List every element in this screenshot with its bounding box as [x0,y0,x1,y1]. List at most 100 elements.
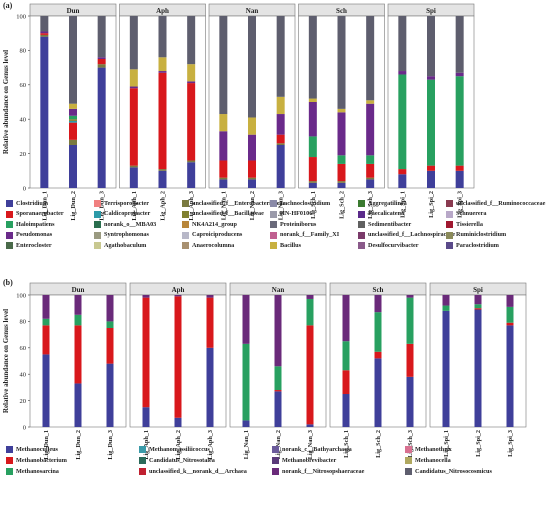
legend-swatch [358,242,365,249]
y-tick-label: 60 [20,345,27,352]
bar-segment [69,139,77,145]
y-tick-label: 20 [20,398,27,405]
legend-label: norank_c__Bathyarchaeia [282,445,352,453]
bar-segment [308,16,317,99]
bar-segment [106,363,114,427]
bar-segment [106,321,114,328]
bar-segment [106,328,114,364]
bar-segment [342,295,350,342]
x-tick-label: Lig_Spi_2 [428,191,435,218]
bar-segment [219,177,228,180]
x-tick-label: Lig_Aph_3 [207,430,214,460]
legend-swatch [270,200,277,207]
legend-swatch [6,210,13,218]
bar-segment [276,96,285,115]
legend-swatch [94,200,101,207]
legend-label: HN-HF0106 [280,210,313,217]
bar-segment [474,308,482,310]
bar-segment [219,160,228,178]
legend-label: Caldicoprobacter [104,210,151,217]
legend-label: Syntrophomonas [104,231,149,238]
legend-swatch [270,242,277,249]
bar-segment [506,325,514,427]
bar-segment [276,134,285,144]
bar-segment [158,72,167,170]
legend-swatch [270,210,277,218]
legend-swatch [446,200,453,207]
bar-segment [248,134,256,161]
legend-label: Sedimentibacter [368,220,412,228]
x-tick-label: Lig_Aph_1 [131,191,138,221]
bar-segment [69,120,77,123]
bar-segment [158,71,167,73]
legend-swatch [182,231,189,239]
bar-segment [276,145,285,188]
legend-label: unclassified_f__Bacillaceae [192,210,264,217]
bar-segment [398,174,407,188]
x-tick-label: Lig_Nan_3 [278,191,285,220]
bar-segment [142,297,150,408]
panel-b-letter: (b) [3,278,13,287]
x-tick-label: Lig_Dun_1 [41,191,48,221]
bar-segment [442,295,450,306]
bar-segment [337,182,346,188]
bar-segment [187,81,196,84]
bar-segment [69,145,77,188]
facet-title: Nan [246,7,259,15]
bar-segment [374,351,382,359]
facet-title: Spi [473,286,483,294]
legend-b: Methanoculleus Methanobacterium Methanosar… [6,446,550,506]
y-tick-label: 100 [16,13,26,20]
bar-segment [40,34,49,37]
x-tick-label: Lig_Sch_3 [407,430,414,458]
bar-segment [308,136,317,158]
bar-segment [474,309,482,427]
bar-segment [398,74,407,170]
bar-segment [442,310,450,427]
bar-segment [455,72,464,77]
bar-segment [276,143,285,145]
y-tick-label: 40 [20,117,27,124]
legend-label: norank_o__MBA03 [104,220,157,228]
bar-segment [129,69,138,87]
legend-label: Paraclostridium [456,241,499,249]
bar-segment [337,108,346,113]
bar-segment [366,179,375,188]
facet-title: Sch [373,286,384,294]
bar-segment [366,163,375,178]
legend-label: unclassified_f__Enterobacteriaceae [192,199,286,207]
x-tick-label: Lig_Spi_1 [443,430,450,457]
bar-segment [219,131,228,161]
bar-segment [129,88,138,166]
legend-swatch [446,242,453,249]
legend-label: Enterocloster [16,241,52,249]
legend-swatch [139,457,146,464]
legend-label: Caproiciproducens [192,231,243,238]
bar-segment [219,114,228,132]
legend-swatch [358,200,365,207]
legend-label: NK4A214_group [192,220,237,228]
bar-segment [442,305,450,311]
bar-segment [274,366,282,391]
legend-label: Clostridium [16,199,48,207]
bar-segment [97,57,106,59]
bar-segment [187,160,196,163]
bar-segment [69,103,77,109]
genus-bar-chart-a: Relative abundance on Genus level 0 20 40 60… [2,3,475,221]
x-tick-label: Lig_Sch_1 [343,430,350,458]
bar-segment [97,64,106,68]
bar-segment [337,155,346,164]
bar-segment [366,16,375,101]
bar-segment [206,297,214,348]
bar-segment [174,296,182,418]
legend-label: Pseudomonas [16,231,53,238]
legend-swatch [182,242,189,249]
bar-segment [248,117,256,135]
bar-segment [187,16,196,65]
legend-swatch [6,200,13,207]
x-tick-label: Lig_Nan_1 [220,191,227,220]
legend-a: Clostridium Sporanaerobacter Haloimpatiens… [6,200,550,280]
facet-title: Spi [426,7,436,15]
legend-label: Sporanaerobacter [16,210,64,217]
legend-label: unclassified_f__Ruminococcaceae [456,199,546,207]
